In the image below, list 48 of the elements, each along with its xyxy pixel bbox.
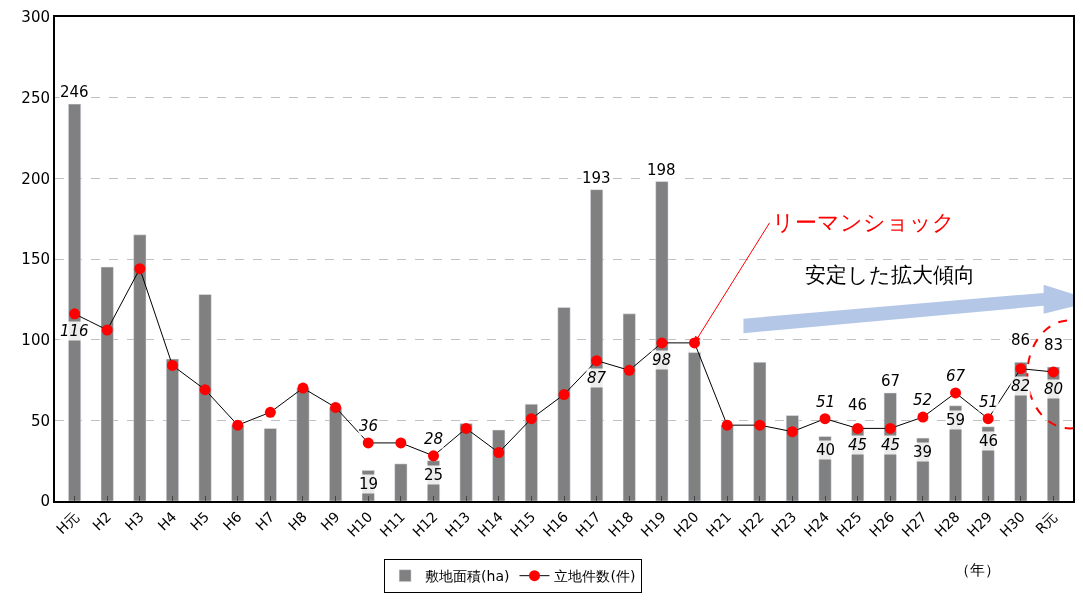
data-label: 36: [359, 417, 379, 435]
data-label: 67: [881, 372, 901, 390]
data-label: 83: [1044, 336, 1064, 354]
data-label: 25: [424, 466, 444, 484]
x-axis-title: （年）: [955, 561, 1000, 579]
x-tick-label: H9: [317, 508, 343, 534]
data-label: 46: [848, 396, 868, 414]
data-label: 98: [652, 351, 672, 369]
data-label: 45: [848, 436, 868, 454]
data-label: 51: [979, 393, 999, 411]
data-label: 67: [946, 367, 966, 385]
y-tick-label: 200: [21, 169, 50, 188]
x-tick-label: H5: [187, 508, 213, 534]
y-tick-label: 150: [21, 250, 50, 269]
x-tick-label: H4: [154, 508, 180, 534]
y-tick-label: 50: [30, 411, 50, 430]
x-tick-label: H6: [219, 508, 245, 534]
data-label: 80: [1044, 380, 1064, 398]
data-label: 82: [1011, 377, 1031, 395]
data-label: 86: [1011, 331, 1031, 349]
data-label: 116: [60, 322, 89, 340]
x-tick-label: H7: [252, 508, 278, 534]
data-label: 193: [582, 169, 611, 187]
legend-label: 敷地面積(ha): [425, 568, 510, 585]
data-label: 51: [816, 393, 836, 411]
legend-label: 立地件数(件): [554, 568, 636, 585]
annotation: リーマンショック: [772, 210, 955, 235]
data-label: 198: [647, 161, 676, 179]
data-label: 45: [881, 436, 901, 454]
data-label: 52: [913, 391, 933, 409]
data-label: 59: [946, 411, 966, 429]
y-tick-label: 250: [21, 88, 50, 107]
data-label: 40: [816, 441, 836, 459]
y-tick-label: 100: [21, 330, 50, 349]
data-label: 28: [424, 430, 444, 448]
data-label: 19: [359, 475, 379, 493]
y-tick-label: 0: [40, 492, 50, 511]
x-tick-label: H元: [52, 508, 82, 538]
x-tick-label: H2: [89, 508, 115, 534]
data-label: 39: [913, 443, 933, 461]
x-tick-label: H8: [284, 508, 311, 534]
y-tick-label: 300: [21, 8, 50, 27]
x-tick-label: H3: [121, 508, 147, 534]
data-label: 87: [587, 369, 607, 387]
data-label: 46: [979, 432, 999, 450]
annotation: 安定した拡大傾向: [805, 263, 975, 287]
data-label: 246: [60, 83, 89, 101]
x-tick-label: R元: [1032, 508, 1061, 537]
